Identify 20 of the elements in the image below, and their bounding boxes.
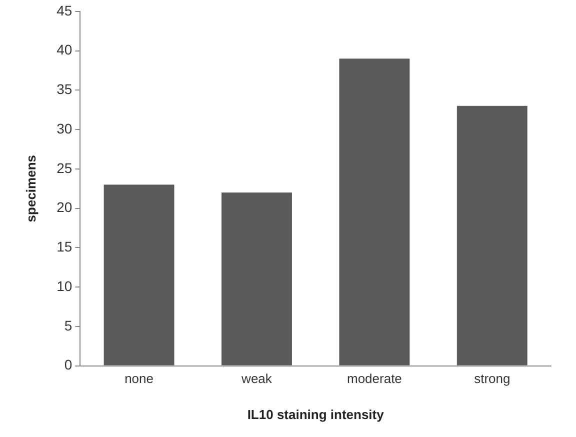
bar <box>104 184 174 366</box>
y-tick-label: 20 <box>56 199 72 216</box>
y-tick-label: 45 <box>56 2 72 18</box>
bar <box>222 192 292 366</box>
y-tick-label: 40 <box>56 42 72 58</box>
y-tick-label: 0 <box>64 356 72 373</box>
x-tick-label: none <box>124 371 154 386</box>
y-axis-title: specimens <box>23 155 38 222</box>
bar <box>456 106 528 366</box>
y-tick-label: 15 <box>56 238 72 255</box>
x-axis-title: IL10 staining intensity <box>247 406 385 422</box>
y-tick-label: 25 <box>56 160 72 176</box>
y-tick-label: 10 <box>56 278 72 294</box>
bar <box>339 58 410 366</box>
x-tick-label: moderate <box>346 371 402 386</box>
y-tick-label: 5 <box>64 317 72 334</box>
x-tick-label: weak <box>240 371 272 386</box>
y-tick-label: 30 <box>56 120 72 136</box>
x-tick-label: strong <box>474 371 510 386</box>
y-tick-label: 35 <box>56 81 72 98</box>
